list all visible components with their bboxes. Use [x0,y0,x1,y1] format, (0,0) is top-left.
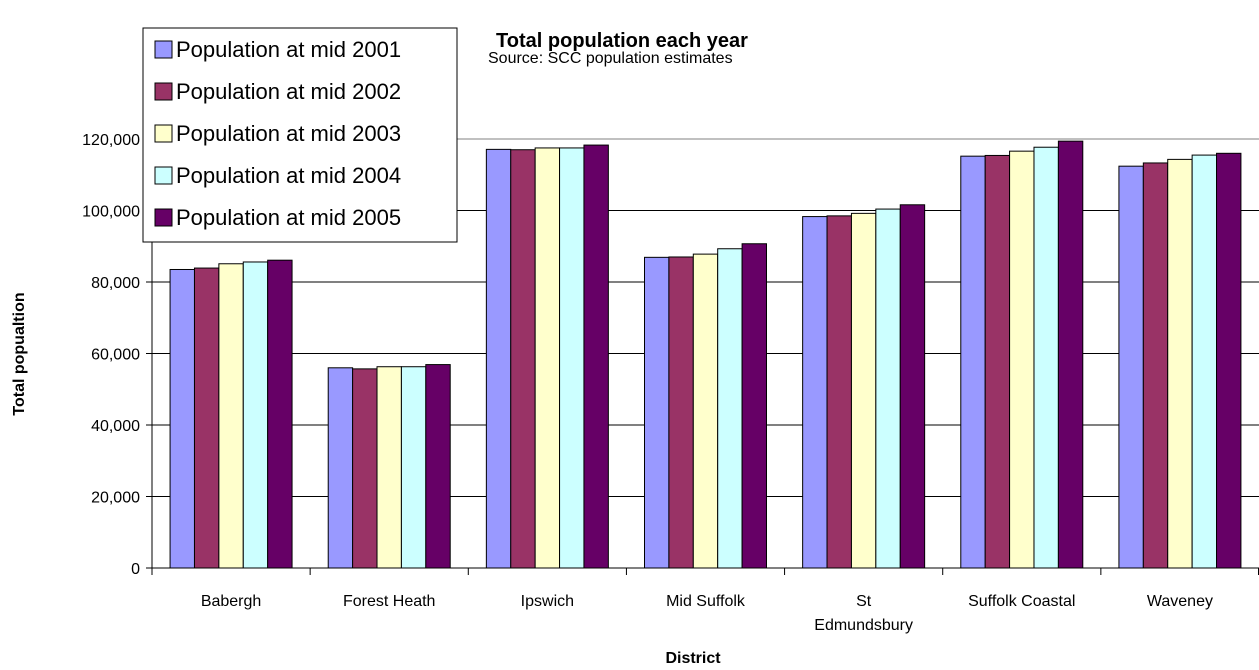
x-category-label: Edmundsbury [814,617,913,634]
bar [717,248,743,569]
y-tick-label: 100,000 [82,204,140,221]
legend-swatch [154,208,173,227]
legend-box [142,27,458,243]
x-category-label: Mid Suffolk [666,593,746,610]
bars [169,140,1242,569]
legend-swatch [154,166,173,185]
y-tick-label: 20,000 [91,490,140,507]
bar [510,149,536,569]
bar [218,263,244,569]
bar [1057,140,1084,569]
bar [583,144,609,569]
bar [1118,165,1144,569]
y-tick-label: 120,000 [82,132,140,149]
bar [1142,162,1169,569]
bar [242,261,269,569]
bar [352,368,378,569]
y-tick-label: 0 [131,561,140,578]
bar [644,256,670,569]
bar [875,208,901,569]
bar [668,256,694,569]
bar [741,243,767,569]
bar [984,154,1011,569]
legend-label: Population at mid 2001 [176,37,401,62]
x-category-label: St [856,593,872,610]
x-category-label: Waveney [1147,593,1213,610]
legend-swatch [154,40,173,59]
bar [1216,152,1242,569]
bar [960,155,986,569]
bar [327,367,354,569]
chart-subtitle: Source: SCC population estimates [488,50,733,67]
bar [400,366,427,569]
bar [692,253,719,569]
x-category-label: Babergh [201,593,262,610]
legend-label: Population at mid 2005 [176,205,401,230]
bar [1167,158,1193,569]
x-axis-title: District [665,650,721,667]
bar [802,216,828,569]
legend-label: Population at mid 2003 [176,121,401,146]
legend-label: Population at mid 2002 [176,79,401,104]
x-category-label: Suffolk Coastal [968,593,1075,610]
bar [376,366,402,569]
x-category-label: Ipswich [521,593,574,610]
legend-swatch [154,82,173,101]
chart-title: Total population each year [496,30,748,52]
y-axis-title: Total popualtion [11,292,28,415]
bar [826,215,852,569]
y-tick-label: 80,000 [91,275,140,292]
bar [1009,150,1035,569]
bar [1033,146,1059,569]
x-category-label: Forest Heath [343,593,435,610]
bar [267,259,293,569]
bar [425,364,451,569]
bar [899,204,926,569]
bar [559,147,585,569]
axes: 0 20,000 40,000 60,000 80,000 100,000 120,000 B… [82,132,1259,634]
bar [169,268,195,569]
legend: Population at mid 2001 Population at mid … [142,27,458,243]
legend-swatch [154,124,173,143]
bar [534,147,561,569]
bar [850,212,877,569]
bar [1191,154,1218,569]
bar [193,267,220,569]
y-tick-label: 40,000 [91,418,140,435]
legend-label: Population at mid 2004 [176,163,401,188]
bar [485,148,512,569]
y-tick-label: 60,000 [91,347,140,364]
